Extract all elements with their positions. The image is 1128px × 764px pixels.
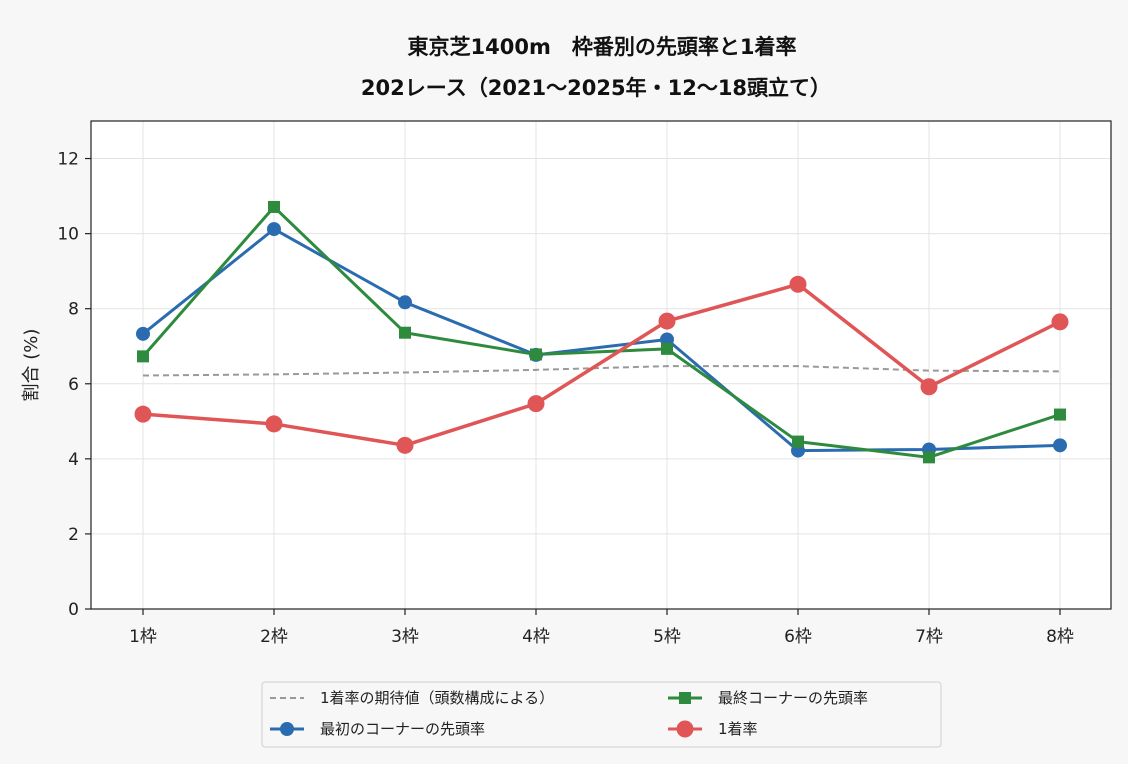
data-point: [265, 415, 283, 433]
x-tick-label: 7枠: [915, 627, 943, 647]
y-tick-label: 2: [68, 525, 79, 545]
data-point: [134, 405, 152, 423]
legend-item: 1着率の期待値（頭数構成による）: [270, 689, 554, 707]
legend-label: 1着率の期待値（頭数構成による）: [320, 689, 554, 707]
x-tick-label: 8枠: [1046, 627, 1074, 647]
data-point: [527, 395, 545, 413]
data-point: [920, 378, 938, 396]
data-point: [396, 436, 414, 454]
chart-subtitle: 202レース（2021〜2025年・12〜18頭立て）: [361, 76, 831, 100]
data-point: [658, 312, 676, 330]
y-tick-label: 12: [57, 150, 79, 170]
legend-label: 1着率: [718, 720, 758, 738]
data-point: [1053, 438, 1067, 453]
series-line: [142, 282, 1061, 448]
data-point: [268, 200, 280, 213]
legend-item: 1着率: [668, 720, 758, 738]
data-point: [661, 342, 673, 355]
y-tick-label: 6: [68, 375, 79, 395]
y-tick-label: 0: [68, 600, 79, 620]
legend-item: 最初のコーナーの先頭率: [270, 720, 485, 738]
y-axis-label: 割合 (%): [21, 329, 42, 402]
series-layer: [134, 200, 1069, 464]
data-point: [530, 348, 542, 361]
data-point: [136, 326, 150, 341]
series-2: [137, 200, 1066, 464]
data-point: [1051, 313, 1069, 331]
y-tick-label: 10: [57, 225, 79, 245]
x-tick-label: 3枠: [391, 627, 419, 647]
legend-marker: [280, 722, 294, 736]
data-point: [398, 295, 412, 310]
data-point: [1054, 408, 1066, 421]
data-point: [789, 275, 807, 293]
data-point: [923, 451, 935, 464]
legend-marker: [676, 720, 694, 738]
plot-area: [91, 121, 1111, 609]
data-point: [137, 350, 149, 363]
data-point: [267, 222, 281, 237]
chart-title: 東京芝1400m 枠番別の先頭率と1着率: [408, 35, 797, 59]
plot-frame: [90, 120, 1112, 610]
y-tick-label: 8: [68, 300, 79, 320]
x-tick-label: 1枠: [129, 627, 157, 647]
data-point: [399, 326, 411, 339]
data-point: [792, 435, 804, 448]
legend-label: 最初のコーナーの先頭率: [320, 720, 485, 738]
legend-label: 最終コーナーの先頭率: [718, 689, 868, 707]
legend-marker: [679, 692, 691, 704]
series-3: [134, 275, 1069, 454]
series-line: [141, 205, 1061, 459]
legend-frame: [261, 681, 942, 748]
axes: 0 2 4 6 8 10 12 1枠 2枠 3枠 4枠 5枠 6枠 7枠 8枠: [57, 150, 1074, 647]
x-tick-label: 6枠: [784, 627, 812, 647]
grid: [91, 121, 1111, 610]
x-tick-label: 4枠: [522, 627, 550, 647]
legend-item: 最終コーナーの先頭率: [668, 689, 868, 707]
x-tick-label: 2枠: [260, 627, 288, 647]
y-tick-label: 4: [68, 450, 79, 470]
series-line: [142, 227, 1061, 453]
x-tick-label: 5枠: [653, 627, 681, 647]
